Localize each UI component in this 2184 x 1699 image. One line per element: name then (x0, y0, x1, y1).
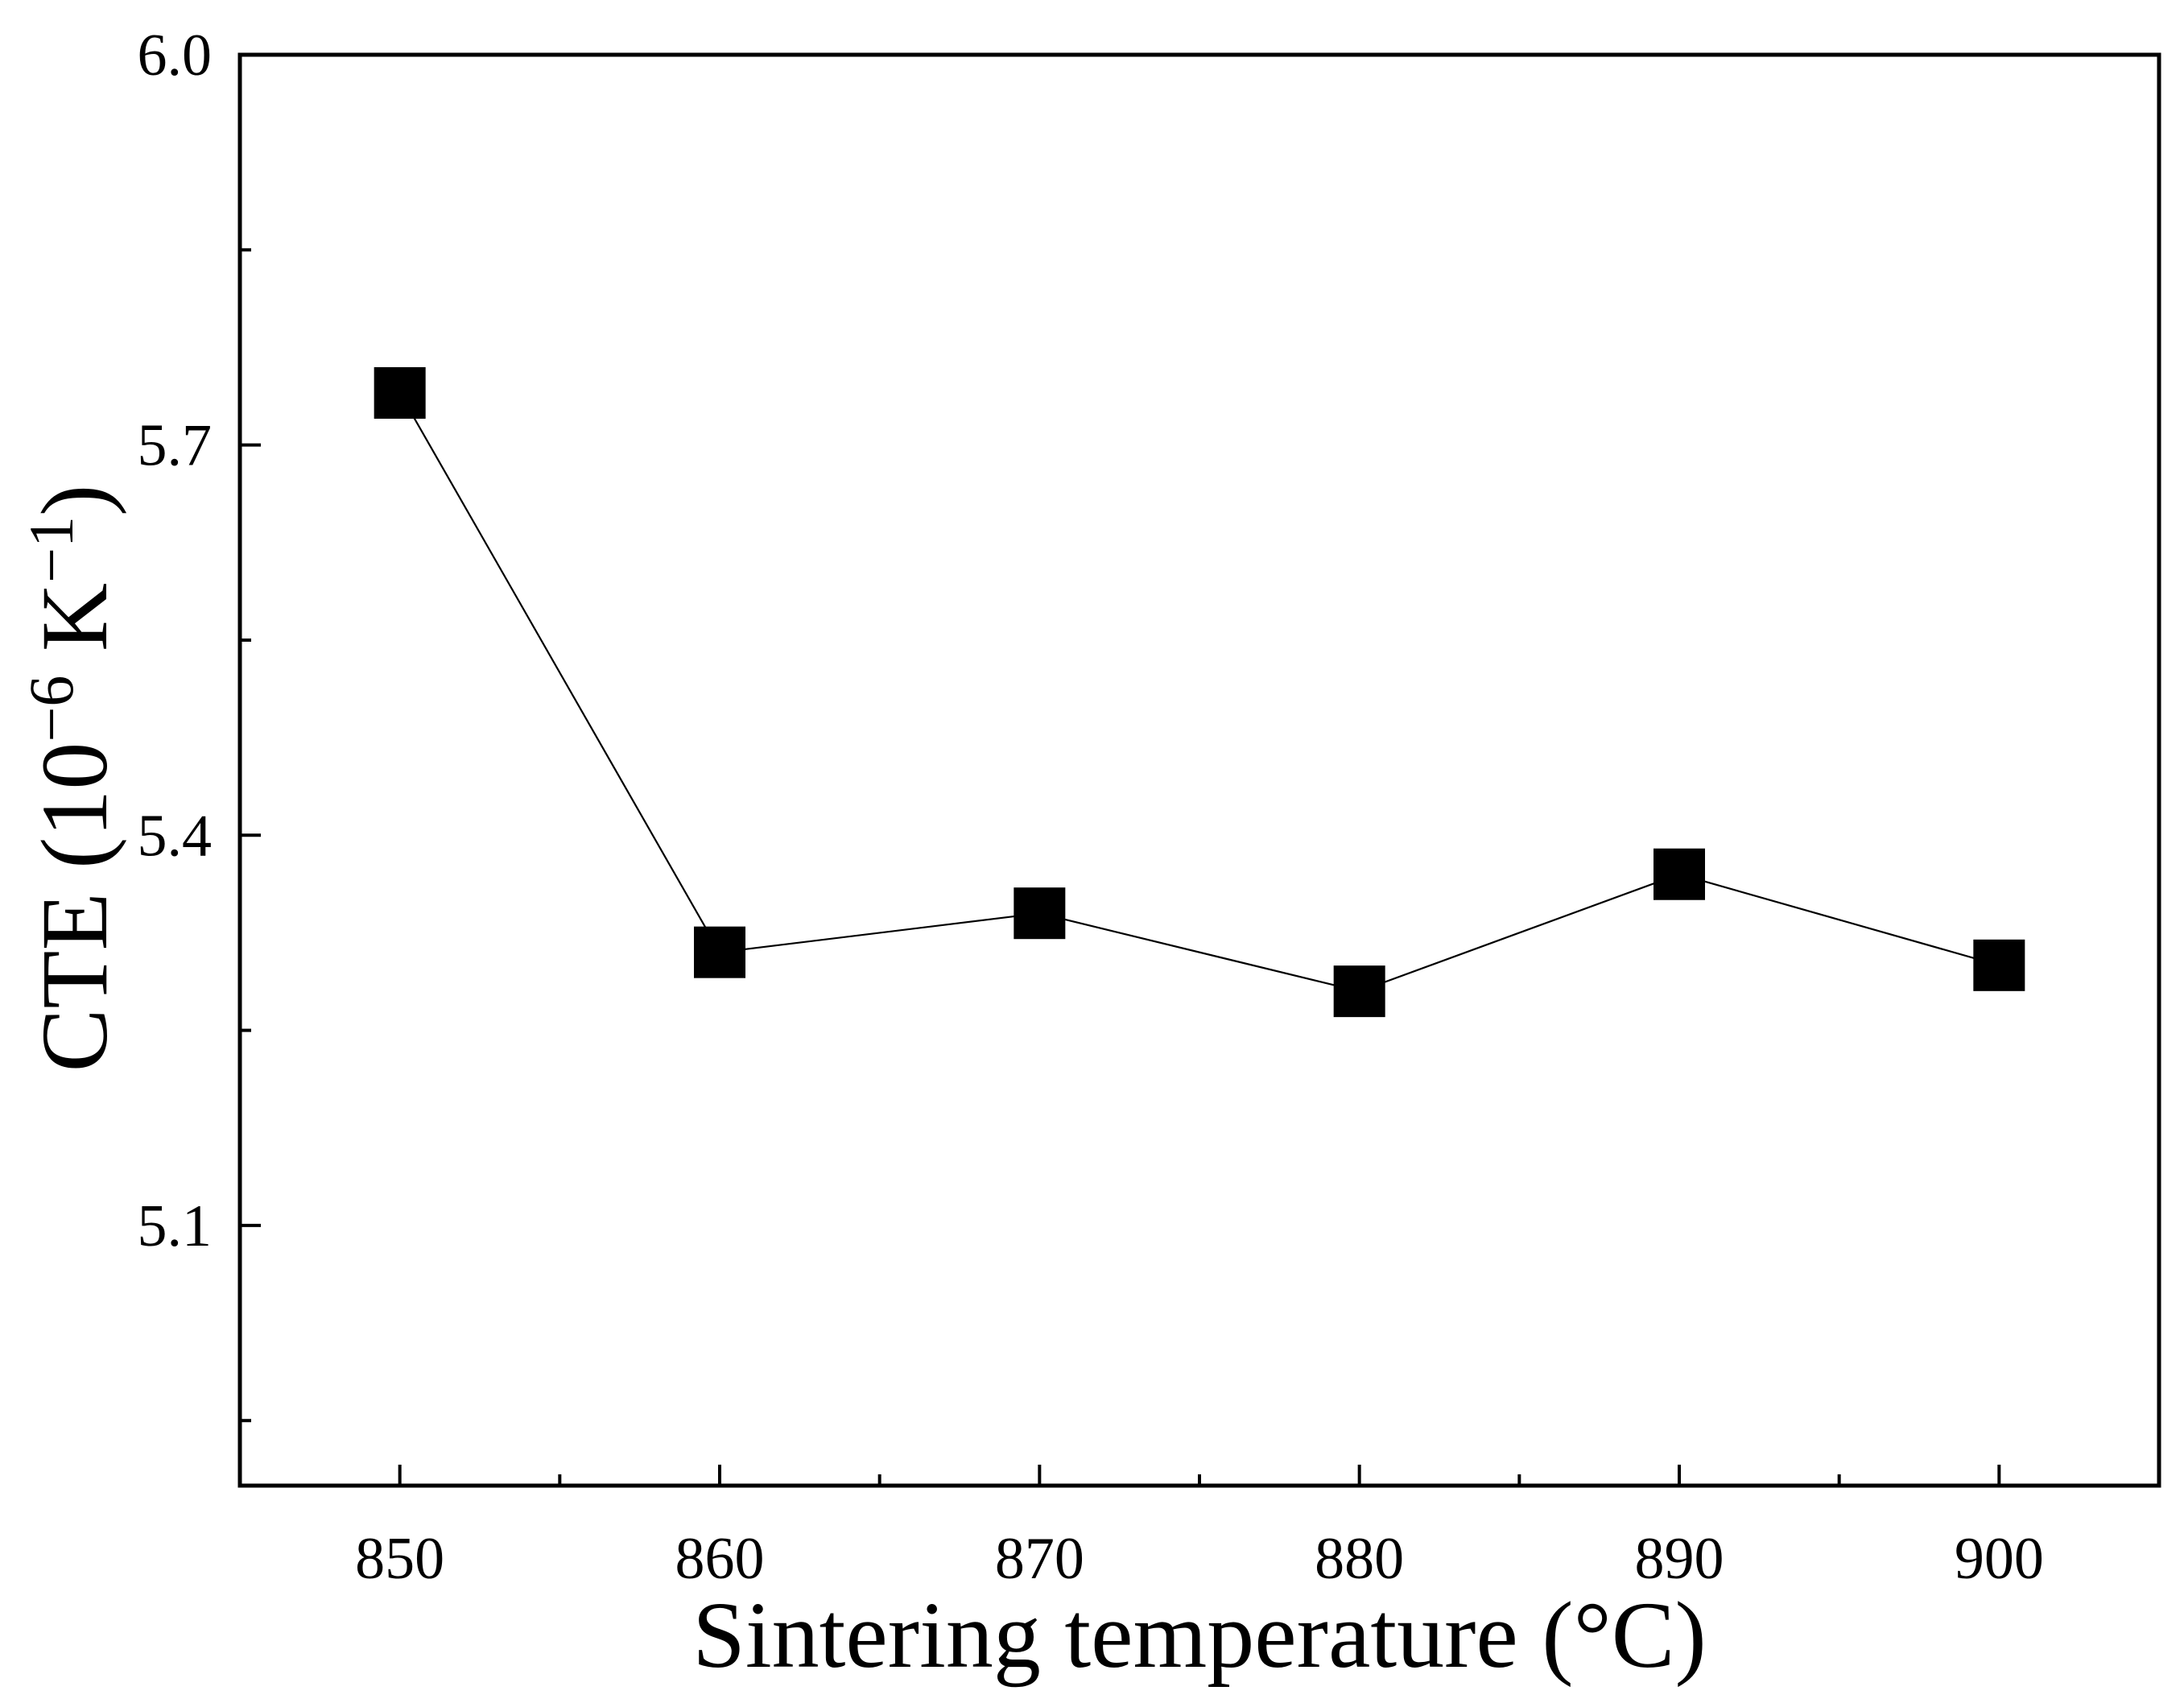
plot-area: 850 860 870 880 890 900 5.1 5.4 5.7 6.0 (138, 23, 2161, 1592)
data-point-890 (1653, 848, 1705, 900)
data-point-850 (374, 367, 426, 420)
y-axis-title-exponent-2: −1 (16, 516, 86, 583)
x-tick-label-890: 890 (1635, 1526, 1724, 1592)
y-axis-title-suffix: ) (22, 485, 127, 516)
y-axis-title-middle: K (22, 583, 127, 676)
y-tick-label-6: 6.0 (138, 23, 213, 89)
x-tick-label-880: 880 (1315, 1526, 1404, 1592)
y-axis-title: CTE (10−6 K−1) (16, 485, 127, 1073)
data-point-870 (1014, 887, 1066, 940)
y-tick-label-5.1: 5.1 (138, 1193, 213, 1259)
plot-frame (237, 52, 2161, 1488)
y-axis-title-exponent-1: −6 (16, 676, 86, 742)
data-point-900 (1973, 939, 2025, 991)
data-point-880 (1333, 965, 1385, 1018)
x-axis-title: Sintering temperature (°C) (692, 1582, 1707, 1688)
data-point-860 (694, 926, 745, 978)
series-line (398, 392, 2000, 993)
y-tick-label-5.7: 5.7 (138, 413, 213, 479)
y-axis-title-prefix: CTE (10 (22, 742, 127, 1073)
x-tick-label-870: 870 (995, 1526, 1084, 1592)
x-tick-label-900: 900 (1955, 1526, 2044, 1592)
x-tick-label-850: 850 (355, 1526, 444, 1592)
y-tick-label-5.4: 5.4 (138, 803, 213, 869)
x-tick-label-860: 860 (675, 1526, 765, 1592)
